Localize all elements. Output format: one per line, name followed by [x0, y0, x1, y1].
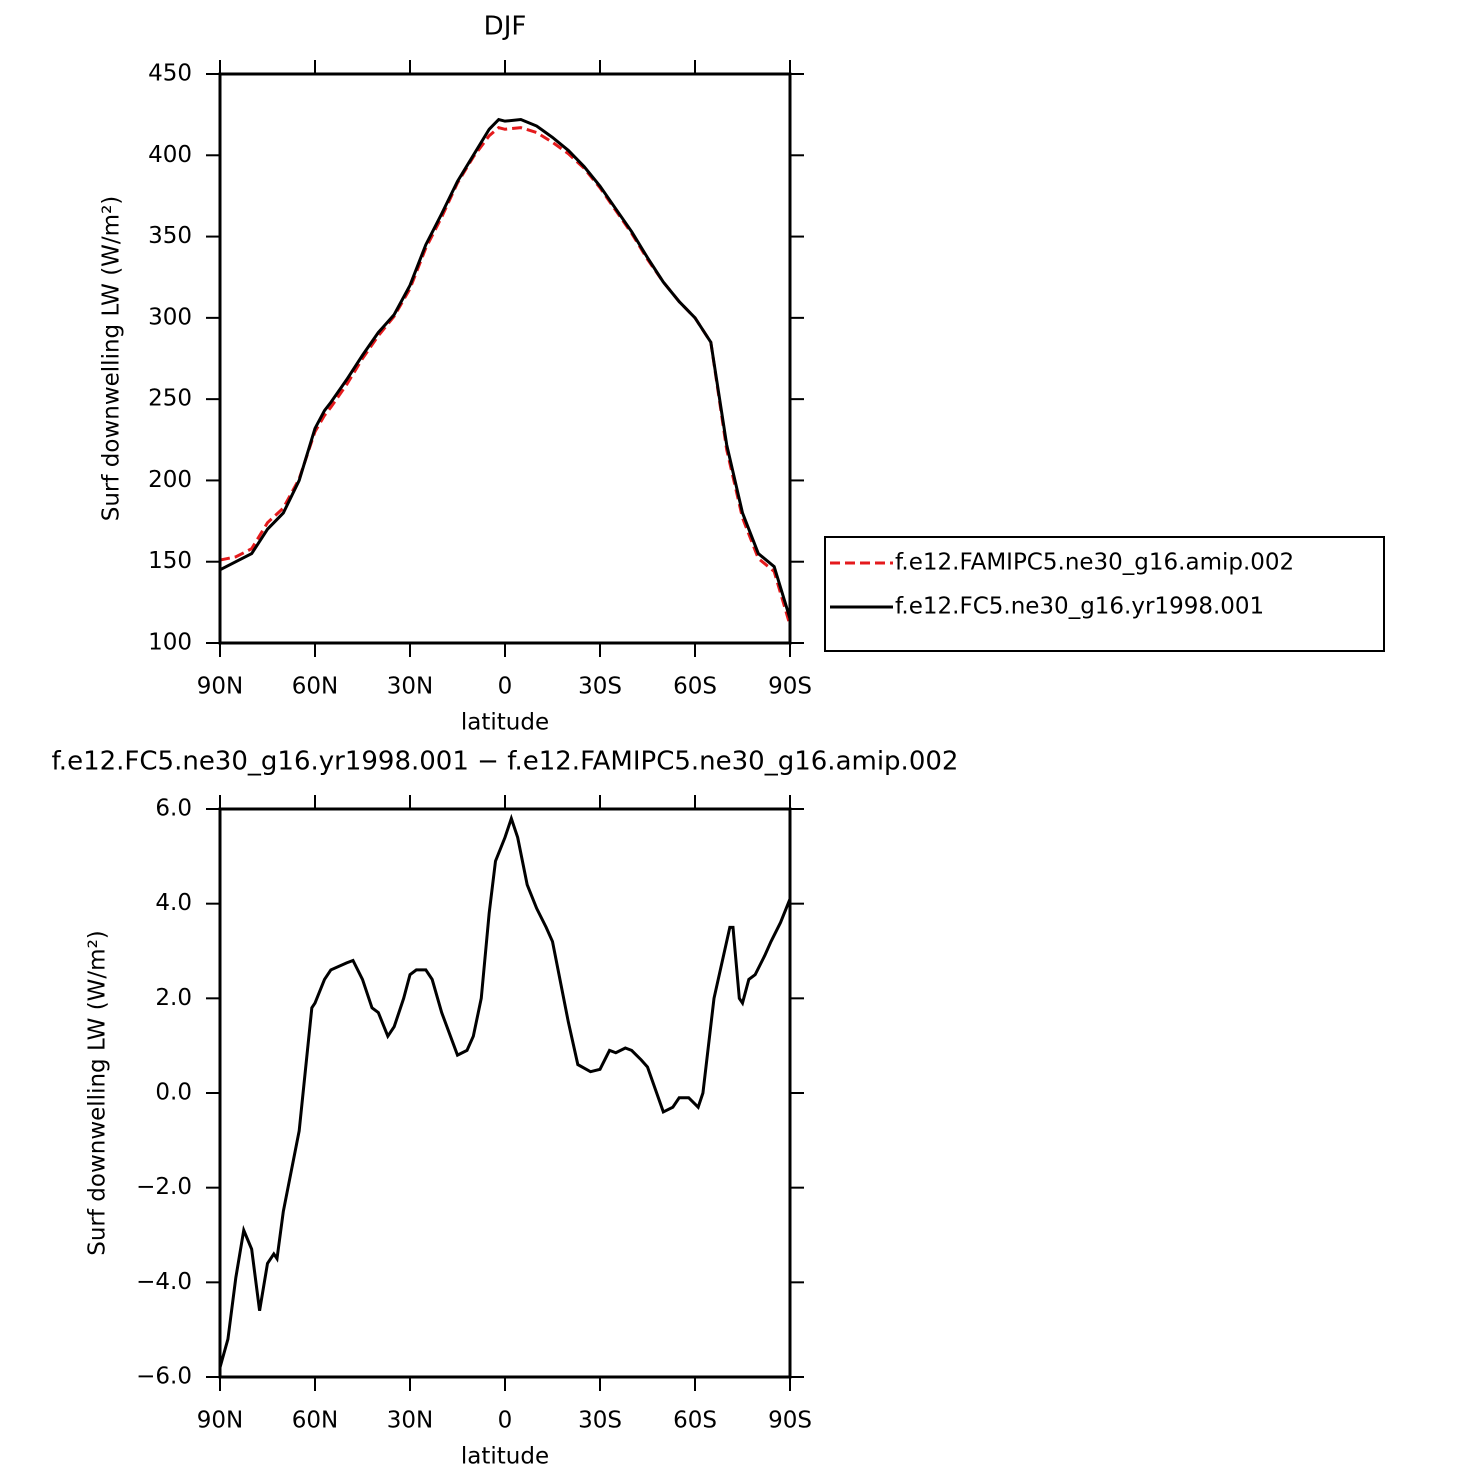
- y-axis-label: Surf downwelling LW (W/m²): [85, 930, 111, 1256]
- y-tick-label: −4.0: [136, 1269, 192, 1295]
- x-tick-label: 60S: [673, 1408, 717, 1434]
- data-line: [218, 813, 792, 1368]
- chart-title: f.e12.FC5.ne30_g16.yr1998.001 − f.e12.FA…: [52, 747, 959, 777]
- x-tick-label: 90N: [197, 1408, 243, 1434]
- x-tick-label: 90S: [768, 674, 812, 700]
- y-tick-label: 6.0: [155, 796, 192, 822]
- y-tick-label: 200: [148, 467, 192, 493]
- y-tick-label: −2.0: [136, 1174, 192, 1200]
- y-tick-label: 450: [148, 61, 192, 87]
- y-axis-label: Surf downwelling LW (W/m²): [99, 196, 125, 522]
- x-axis-label: latitude: [461, 1444, 549, 1470]
- x-tick-label: 90S: [768, 1408, 812, 1434]
- data-line: [219, 117, 792, 620]
- legend-label: f.e12.FC5.ne30_g16.yr1998.001: [895, 594, 1264, 620]
- plot-frame: [218, 72, 792, 645]
- y-tick-label: 300: [148, 304, 192, 330]
- x-tick-label: 90N: [197, 674, 243, 700]
- y-tick-label: 4.0: [155, 890, 192, 916]
- y-tick-label: 0.0: [155, 1080, 192, 1106]
- y-tick-label: 150: [148, 548, 192, 574]
- x-tick-label: 0: [498, 674, 513, 700]
- chart-title: DJF: [484, 12, 527, 42]
- x-axis-label: latitude: [461, 710, 549, 736]
- x-tick-label: 30S: [578, 674, 622, 700]
- x-tick-label: 0: [498, 1408, 513, 1434]
- x-tick-label: 30N: [387, 674, 433, 700]
- x-tick-label: 60S: [673, 674, 717, 700]
- y-tick-label: 400: [148, 142, 192, 168]
- x-tick-label: 30S: [578, 1408, 622, 1434]
- y-tick-label: −6.0: [136, 1364, 192, 1390]
- x-tick-label: 30N: [387, 1408, 433, 1434]
- x-tick-label: 60N: [292, 674, 338, 700]
- y-tick-label: 350: [148, 223, 192, 249]
- legend-label: f.e12.FAMIPC5.ne30_g16.amip.002: [895, 550, 1294, 576]
- data-line: [219, 126, 792, 626]
- y-tick-label: 250: [148, 386, 192, 412]
- x-tick-label: 60N: [292, 1408, 338, 1434]
- y-tick-label: 100: [148, 630, 192, 656]
- legend-box: [824, 536, 1385, 652]
- y-tick-label: 2.0: [155, 985, 192, 1011]
- plot-frame: [218, 807, 792, 1379]
